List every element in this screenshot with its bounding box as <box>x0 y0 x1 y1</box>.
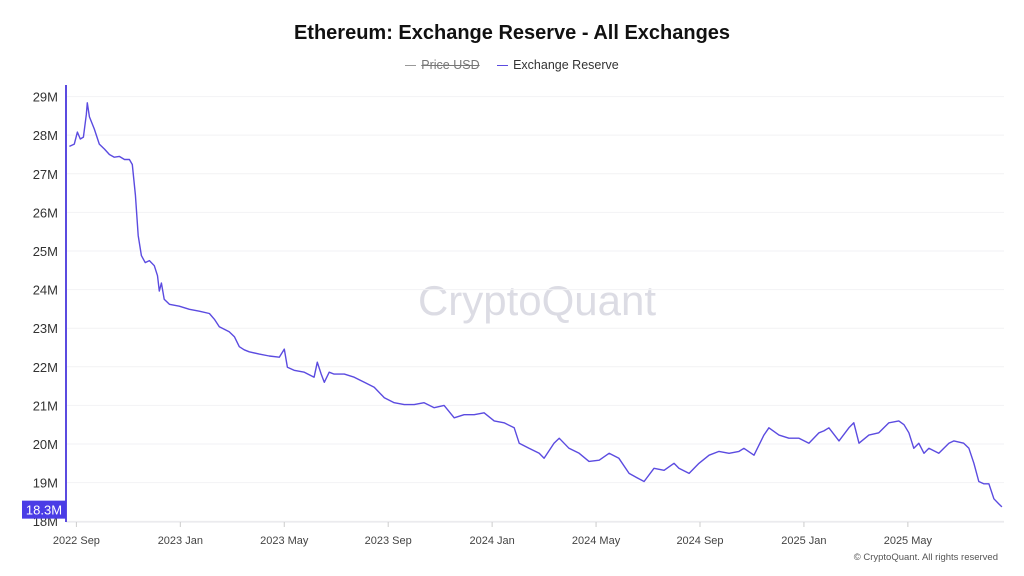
y-tick-label: 21M <box>33 398 58 413</box>
y-tick-label: 20M <box>33 437 58 452</box>
legend-swatch-price <box>405 64 417 66</box>
y-tick-label: 29M <box>33 90 58 105</box>
x-tick-label: 2024 May <box>572 535 621 547</box>
x-tick-label: 2024 Jan <box>469 535 514 547</box>
legend-label-price: Price USD <box>421 58 480 73</box>
watermark: CryptoQuant <box>418 277 656 324</box>
x-tick-label: 2023 Sep <box>365 535 412 547</box>
x-tick-label: 2025 Jan <box>781 535 826 547</box>
chart-title: Ethereum: Exchange Reserve - All Exchang… <box>293 22 731 44</box>
x-tick-label: 2023 Jan <box>158 535 203 547</box>
y-tick-label: 19M <box>33 476 58 491</box>
legend-swatch-reserve <box>497 64 509 66</box>
copyright-footer: © CryptoQuant. All rights reserved <box>853 552 998 563</box>
y-tick-label: 25M <box>33 244 58 259</box>
current-value-label: 18.3M <box>26 503 62 518</box>
y-tick-label: 27M <box>33 167 58 182</box>
x-tick-label: 2022 Sep <box>53 535 100 547</box>
y-tick-label: 26M <box>33 205 58 220</box>
legend-label-reserve: Exchange Reserve <box>513 58 619 73</box>
current-value-badge <box>22 500 66 519</box>
y-tick-label: 24M <box>33 283 58 298</box>
y-tick-label: 22M <box>33 360 58 375</box>
x-tick-label: 2025 May <box>884 535 933 547</box>
x-tick-label: 2024 Sep <box>676 535 723 547</box>
exchange-reserve-line <box>69 102 1003 508</box>
y-tick-label: 28M <box>33 128 58 143</box>
legend-item-price-usd[interactable]: Price USD <box>405 58 480 73</box>
y-tick-label: 23M <box>33 321 58 336</box>
legend: Price USD Exchange Reserve <box>0 55 1024 72</box>
legend-item-exchange-reserve[interactable]: Exchange Reserve <box>497 58 619 72</box>
x-tick-label: 2023 May <box>260 535 309 547</box>
